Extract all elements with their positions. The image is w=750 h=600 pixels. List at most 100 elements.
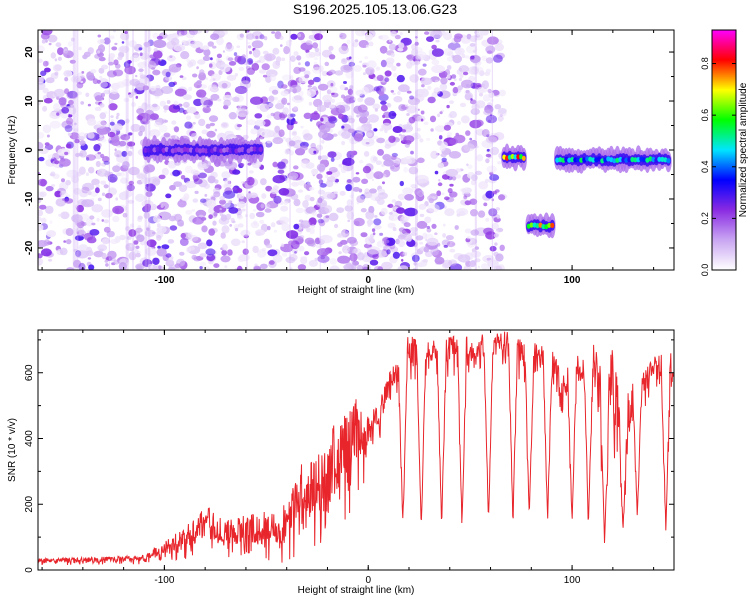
noise-blob	[343, 263, 354, 270]
noise-blob	[42, 124, 52, 134]
noise-blob	[115, 81, 127, 88]
noise-blob	[95, 187, 100, 194]
noise-blob	[302, 200, 309, 208]
noise-blob	[402, 251, 408, 256]
noise-blob	[153, 215, 161, 223]
noise-blob	[103, 184, 109, 189]
noise-blob	[383, 239, 390, 244]
noise-blob	[430, 76, 440, 83]
noise-blob	[48, 42, 52, 46]
noise-blob	[108, 256, 116, 262]
noise-blob	[420, 77, 433, 86]
noise-blob	[304, 194, 312, 202]
noise-blob	[57, 148, 71, 157]
noise-blob	[406, 61, 413, 69]
noise-blob	[304, 251, 310, 256]
noise-blob	[446, 65, 452, 70]
noise-blob	[152, 257, 160, 265]
noise-blob	[54, 190, 62, 198]
noise-blob	[497, 115, 504, 122]
noise-blob	[87, 257, 92, 260]
noise-blob	[213, 211, 218, 217]
noise-blob	[41, 39, 46, 44]
noise-blob	[461, 79, 474, 89]
noise-blob	[237, 255, 245, 263]
band-core	[521, 155, 526, 161]
noise-blob	[446, 56, 454, 62]
noise-blob	[207, 175, 216, 184]
noise-blob	[239, 33, 244, 38]
noise-blob	[71, 214, 83, 223]
noise-blob	[390, 30, 397, 37]
noise-blob	[95, 183, 100, 189]
noise-blob	[178, 184, 188, 192]
noise-blob	[365, 132, 373, 137]
noise-blob	[252, 209, 257, 212]
noise-blob	[143, 212, 150, 219]
noise-blob	[161, 167, 169, 176]
noise-blob	[66, 90, 79, 100]
noise-blob	[186, 184, 190, 188]
x-tick-label: 0	[365, 575, 371, 586]
noise-blob	[280, 243, 285, 247]
noise-blob	[110, 119, 114, 122]
noise-blob	[63, 240, 67, 243]
noise-blob	[375, 66, 381, 71]
noise-blob	[493, 54, 503, 63]
noise-blob	[206, 254, 216, 262]
noise-blob	[56, 112, 60, 116]
noise-blob	[199, 261, 207, 267]
noise-blob	[85, 218, 94, 227]
noise-blob	[475, 30, 484, 37]
noise-blob	[393, 73, 397, 78]
noise-blob	[493, 265, 503, 270]
noise-blob	[82, 182, 95, 191]
y-tick-label: 600	[24, 364, 35, 381]
noise-blob	[475, 68, 478, 72]
noise-blob	[237, 223, 244, 228]
noise-blob	[440, 141, 448, 149]
noise-blob	[427, 96, 436, 104]
noise-blob	[138, 130, 143, 137]
noise-blob	[379, 128, 384, 132]
noise-blob	[449, 191, 458, 198]
y-tick-label: 0	[24, 567, 35, 573]
noise-blob	[73, 187, 82, 195]
noise-blob	[263, 53, 276, 61]
noise-blob	[329, 265, 340, 270]
noise-blob	[233, 52, 238, 57]
noise-blob	[421, 84, 425, 88]
noise-blob	[353, 217, 365, 227]
band-core	[207, 148, 212, 154]
noise-blob	[213, 191, 221, 198]
noise-blob	[482, 94, 491, 102]
noise-blob	[130, 123, 141, 132]
noise-blob	[138, 47, 143, 51]
noise-blob	[326, 193, 336, 200]
noise-blob	[364, 97, 376, 106]
noise-blob	[478, 92, 484, 97]
noise-blob	[143, 41, 151, 48]
noise-blob	[186, 247, 191, 253]
noise-blob	[220, 232, 226, 239]
noise-blob	[293, 106, 299, 111]
noise-blob	[274, 125, 281, 133]
noise-blob	[91, 178, 100, 186]
noise-blob	[466, 235, 471, 240]
noise-blob	[88, 264, 95, 270]
noise-blob	[94, 95, 103, 102]
noise-blob	[118, 140, 127, 147]
noise-blob	[58, 97, 67, 106]
noise-blob	[359, 125, 370, 133]
noise-blob	[424, 216, 432, 224]
noise-blob	[285, 40, 292, 47]
noise-blob	[40, 217, 47, 224]
noise-blob	[238, 66, 245, 71]
noise-blob	[286, 102, 291, 106]
noise-blob	[314, 257, 319, 261]
noise-blob	[75, 152, 80, 158]
noise-blob	[373, 218, 382, 226]
noise-blob	[265, 243, 273, 249]
noise-blob	[226, 42, 233, 50]
noise-blob	[485, 190, 495, 199]
